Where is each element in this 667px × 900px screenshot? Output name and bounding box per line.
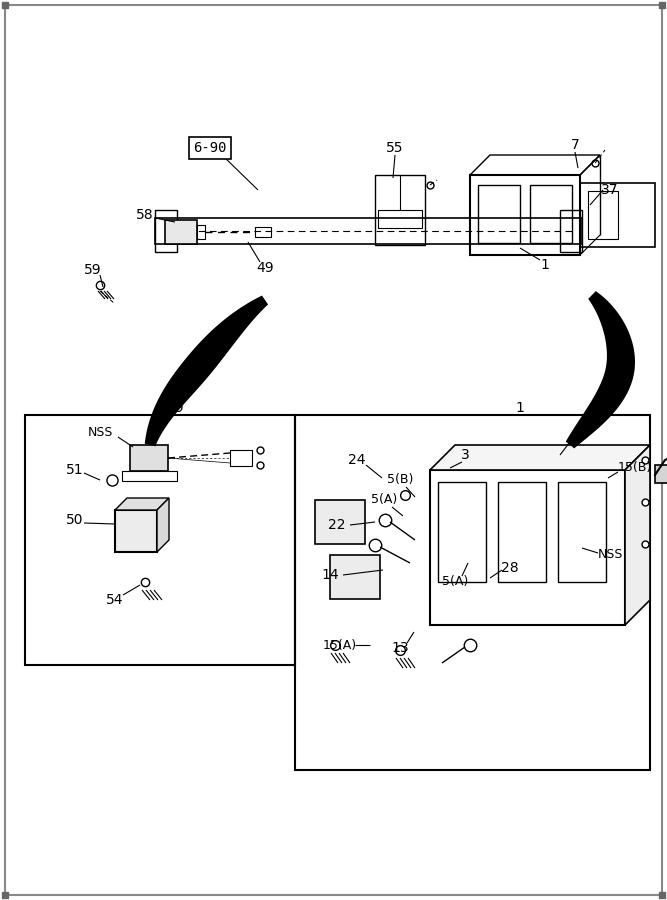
Bar	[655, 465, 667, 483]
Bar	[255, 227, 271, 237]
Text: 15(B): 15(B)	[618, 462, 652, 474]
Text: 1: 1	[540, 258, 550, 272]
Polygon shape	[115, 498, 169, 510]
Text: 59: 59	[84, 263, 102, 277]
Bar	[470, 175, 580, 255]
Bar	[580, 183, 655, 247]
Bar	[230, 450, 252, 466]
Text: 5(A): 5(A)	[442, 575, 468, 589]
Text: 1: 1	[516, 401, 524, 415]
Text: 50: 50	[66, 513, 84, 527]
Bar	[155, 210, 177, 252]
Bar	[130, 445, 168, 471]
Bar	[498, 482, 546, 582]
Text: 6-90: 6-90	[193, 141, 227, 155]
Text: 54: 54	[106, 593, 124, 607]
Bar	[25, 415, 295, 665]
Text: 22: 22	[328, 518, 346, 532]
Polygon shape	[566, 291, 635, 448]
Bar	[530, 185, 572, 243]
Text: 51: 51	[66, 463, 84, 477]
Polygon shape	[430, 445, 650, 470]
Bar	[295, 415, 650, 770]
Polygon shape	[625, 445, 650, 625]
Text: 7: 7	[571, 138, 580, 152]
Text: 8: 8	[576, 425, 584, 439]
Text: 49: 49	[256, 261, 274, 275]
Bar	[165, 220, 197, 244]
Text: 13: 13	[391, 641, 409, 655]
Text: 58: 58	[136, 208, 154, 222]
Bar	[315, 500, 365, 544]
Bar	[558, 482, 606, 582]
Bar	[197, 225, 205, 239]
Text: 28: 28	[501, 561, 519, 575]
Bar	[588, 191, 618, 239]
Text: 5(B): 5(B)	[387, 473, 413, 487]
Bar	[438, 482, 486, 582]
Bar	[478, 185, 520, 243]
Text: NSS: NSS	[87, 426, 113, 438]
Text: 24: 24	[348, 453, 366, 467]
Bar	[378, 210, 422, 228]
Bar	[122, 471, 177, 481]
Bar	[115, 510, 157, 552]
Text: 3: 3	[461, 448, 470, 462]
Bar	[375, 175, 425, 245]
Bar	[560, 210, 582, 252]
Text: 5(A): 5(A)	[371, 493, 397, 507]
Bar	[155, 218, 582, 244]
Text: 15(A): 15(A)	[323, 638, 357, 652]
Text: 55: 55	[386, 141, 404, 155]
Polygon shape	[145, 295, 268, 446]
Bar	[330, 555, 380, 599]
Text: 37: 37	[601, 183, 619, 197]
Bar	[430, 470, 625, 625]
Text: 14: 14	[321, 568, 339, 582]
Text: NSS: NSS	[598, 548, 623, 562]
Polygon shape	[157, 498, 169, 552]
Text: 49: 49	[166, 401, 184, 415]
